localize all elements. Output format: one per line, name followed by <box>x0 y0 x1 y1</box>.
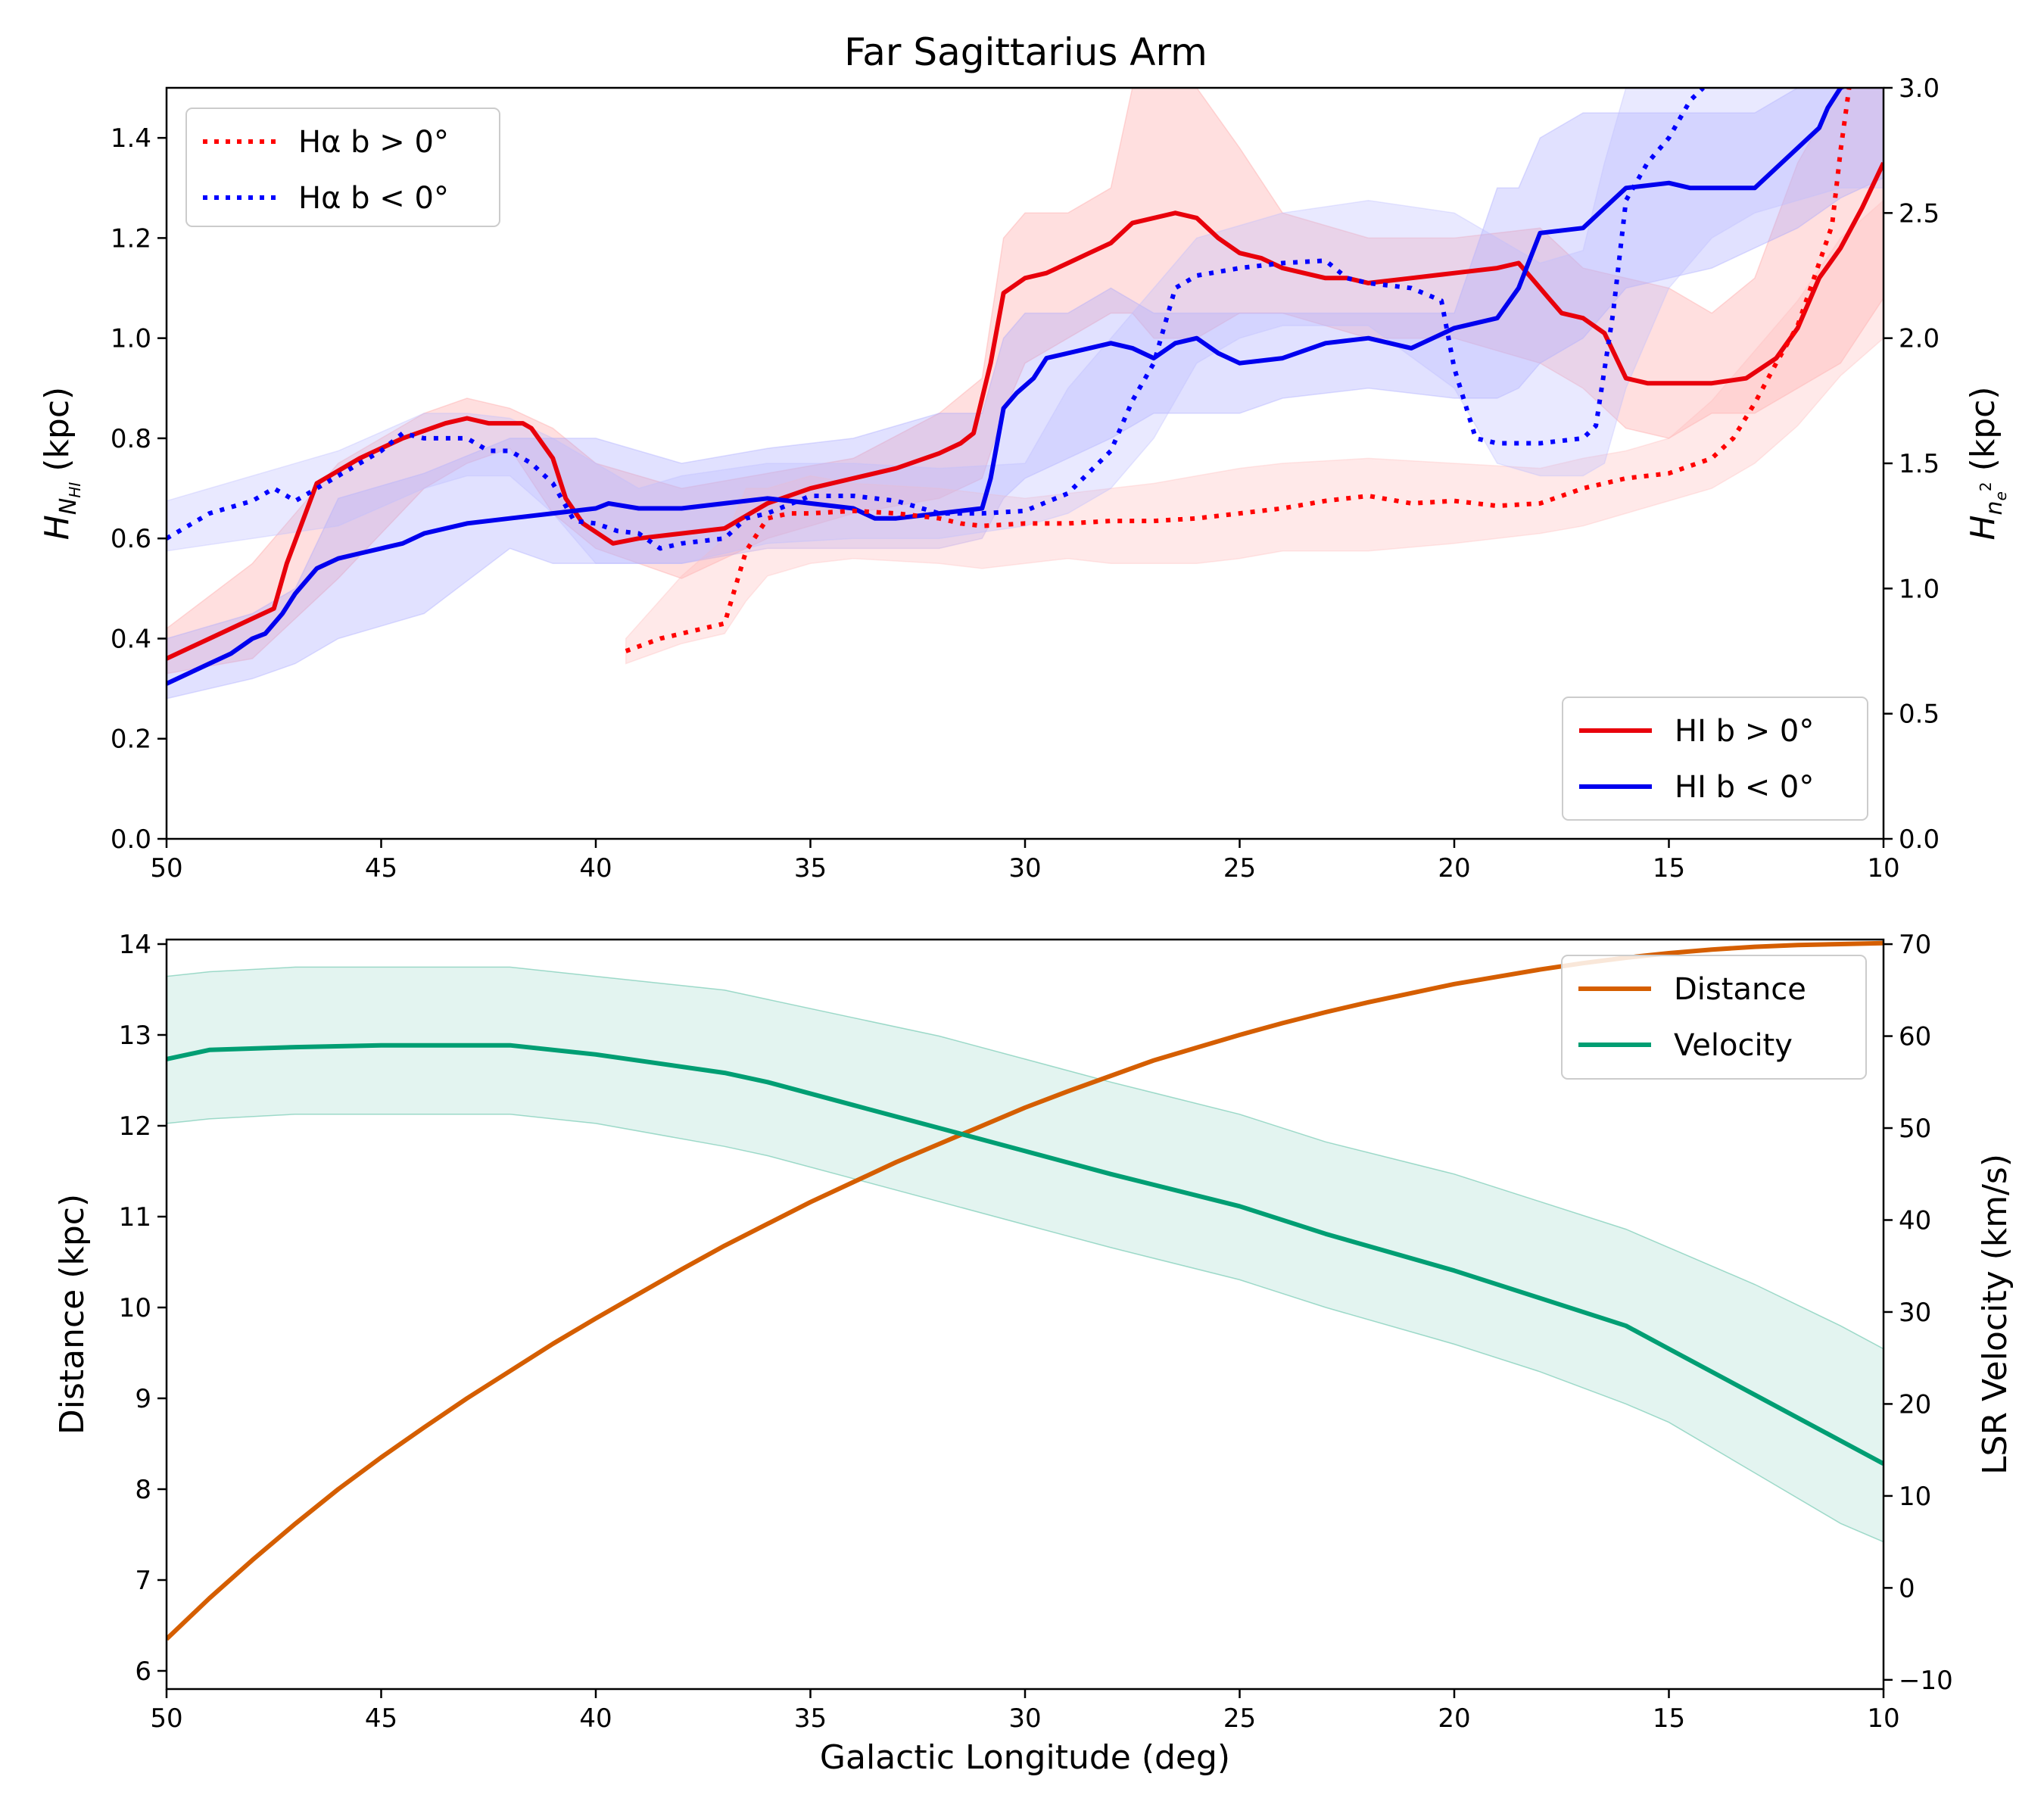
legend-label-hi-b-0: HI b < 0° <box>1675 770 1814 805</box>
y-right-axis-label: LSR Velocity (km/s) <box>1976 1154 2014 1475</box>
y-right-tick-label: 1.0 <box>1899 574 1940 604</box>
y-right-tick-label: 0 <box>1899 1573 1915 1604</box>
y-tick-label: 1.4 <box>111 123 151 154</box>
scale-height-panel: 50 45 40 35 30 25 20 15 100.00.20.40.60.81.01.21… <box>38 73 2010 884</box>
chart-title: Far Sagittarius Arm <box>844 30 1207 74</box>
distance-velocity-panel: 50 45 40 35 30 25 20 15 10 6 7 8 9 10 11 12 13 14 −10 0 10 20… <box>53 930 2014 1777</box>
band-hi-b-0 <box>167 88 1884 675</box>
x-tick-label: 40 <box>579 853 612 884</box>
x-tick-label: 10 <box>1867 1703 1899 1734</box>
legend-upper-left: Hα b > 0° Hα b < 0° <box>185 108 500 227</box>
x-tick-label: 35 <box>794 853 827 884</box>
y-right-tick-label: 10 <box>1899 1482 1931 1512</box>
x-tick-label: 20 <box>1438 853 1470 884</box>
y-tick-label: 1.0 <box>111 324 151 354</box>
y-tick-label: 0.4 <box>111 624 151 654</box>
y-axis-label: HNHI (kpc) <box>38 387 84 540</box>
y-right-axis-label: Hne2 (kpc) <box>1964 386 2010 540</box>
legend-label-velocity: Velocity <box>1674 1028 1793 1063</box>
y-right-tick-label: 70 <box>1899 930 1931 960</box>
x-tick-label: 25 <box>1223 853 1256 884</box>
legend-lower-right: HI b > 0° HI b < 0° <box>1562 697 1868 821</box>
legend-label-hi-b-0: HI b > 0° <box>1675 714 1814 749</box>
band-hi-b-0 <box>167 88 1884 700</box>
y-tick-label: 12 <box>119 1111 151 1142</box>
x-tick-label: 30 <box>1008 853 1041 884</box>
y-right-tick-label: 2.0 <box>1899 324 1940 354</box>
legend-box <box>1561 955 1867 1080</box>
x-tick-label: 35 <box>794 1703 827 1734</box>
x-tick-label: 45 <box>365 853 397 884</box>
x-axis-label: Galactic Longitude (deg) <box>820 1738 1230 1777</box>
y-right-tick-label: 0.0 <box>1899 824 1940 855</box>
y-tick-label: 13 <box>119 1021 151 1051</box>
y-tick-label: 0.8 <box>111 424 151 454</box>
legend-label-h-b-0: Hα b < 0° <box>298 181 449 216</box>
legend-label-distance: Distance <box>1674 972 1806 1007</box>
plot-area <box>167 88 1884 700</box>
y-tick-label: 10 <box>119 1293 151 1323</box>
legend-label-h-b-0: Hα b > 0° <box>298 125 449 160</box>
x-tick-label: 50 <box>150 1703 182 1734</box>
y-tick-label: 11 <box>119 1202 151 1233</box>
y-tick-label: 8 <box>135 1475 151 1505</box>
y-tick-label: 0.2 <box>111 725 151 755</box>
legend-upper-right: Distance Velocity <box>1561 955 1867 1080</box>
x-tick-label: 50 <box>150 853 182 884</box>
y-tick-label: 9 <box>135 1384 151 1414</box>
x-tick-label: 40 <box>579 1703 612 1734</box>
y-tick-label: 6 <box>135 1656 151 1687</box>
y-right-tick-label: 60 <box>1899 1022 1931 1052</box>
y-right-tick-label: 1.5 <box>1899 449 1940 479</box>
band-h-b-0 <box>167 88 1884 565</box>
x-tick-label: 25 <box>1223 1703 1256 1734</box>
x-tick-label: 15 <box>1653 1703 1685 1734</box>
y-right-tick-label: 40 <box>1899 1205 1931 1236</box>
x-tick-label: 45 <box>365 1703 397 1734</box>
series-line-h-b-0 <box>625 88 1852 653</box>
band-h-b-0 <box>625 199 1884 665</box>
y-right-tick-label: −10 <box>1899 1666 1953 1696</box>
y-tick-label: 1.2 <box>111 223 151 254</box>
y-right-tick-label: 3.0 <box>1899 73 1940 104</box>
x-tick-label: 10 <box>1867 853 1899 884</box>
band-velocity <box>167 966 1884 1543</box>
y-tick-label: 0.0 <box>111 824 151 855</box>
legend-box <box>185 108 500 227</box>
x-tick-label: 20 <box>1438 1703 1470 1734</box>
legend-box <box>1562 697 1868 821</box>
y-tick-label: 0.6 <box>111 524 151 554</box>
y-right-tick-label: 50 <box>1899 1114 1931 1144</box>
y-right-tick-label: 0.5 <box>1899 700 1940 730</box>
y-tick-label: 14 <box>119 930 151 960</box>
y-right-tick-label: 2.5 <box>1899 198 1940 229</box>
y-tick-label: 7 <box>135 1566 151 1596</box>
series-line-velocity <box>167 1043 1884 1466</box>
x-tick-label: 30 <box>1008 1703 1041 1734</box>
y-right-tick-label: 30 <box>1899 1298 1931 1328</box>
x-tick-label: 15 <box>1653 853 1685 884</box>
y-right-tick-label: 20 <box>1899 1389 1931 1420</box>
y-axis-label: Distance (kpc) <box>53 1194 92 1435</box>
